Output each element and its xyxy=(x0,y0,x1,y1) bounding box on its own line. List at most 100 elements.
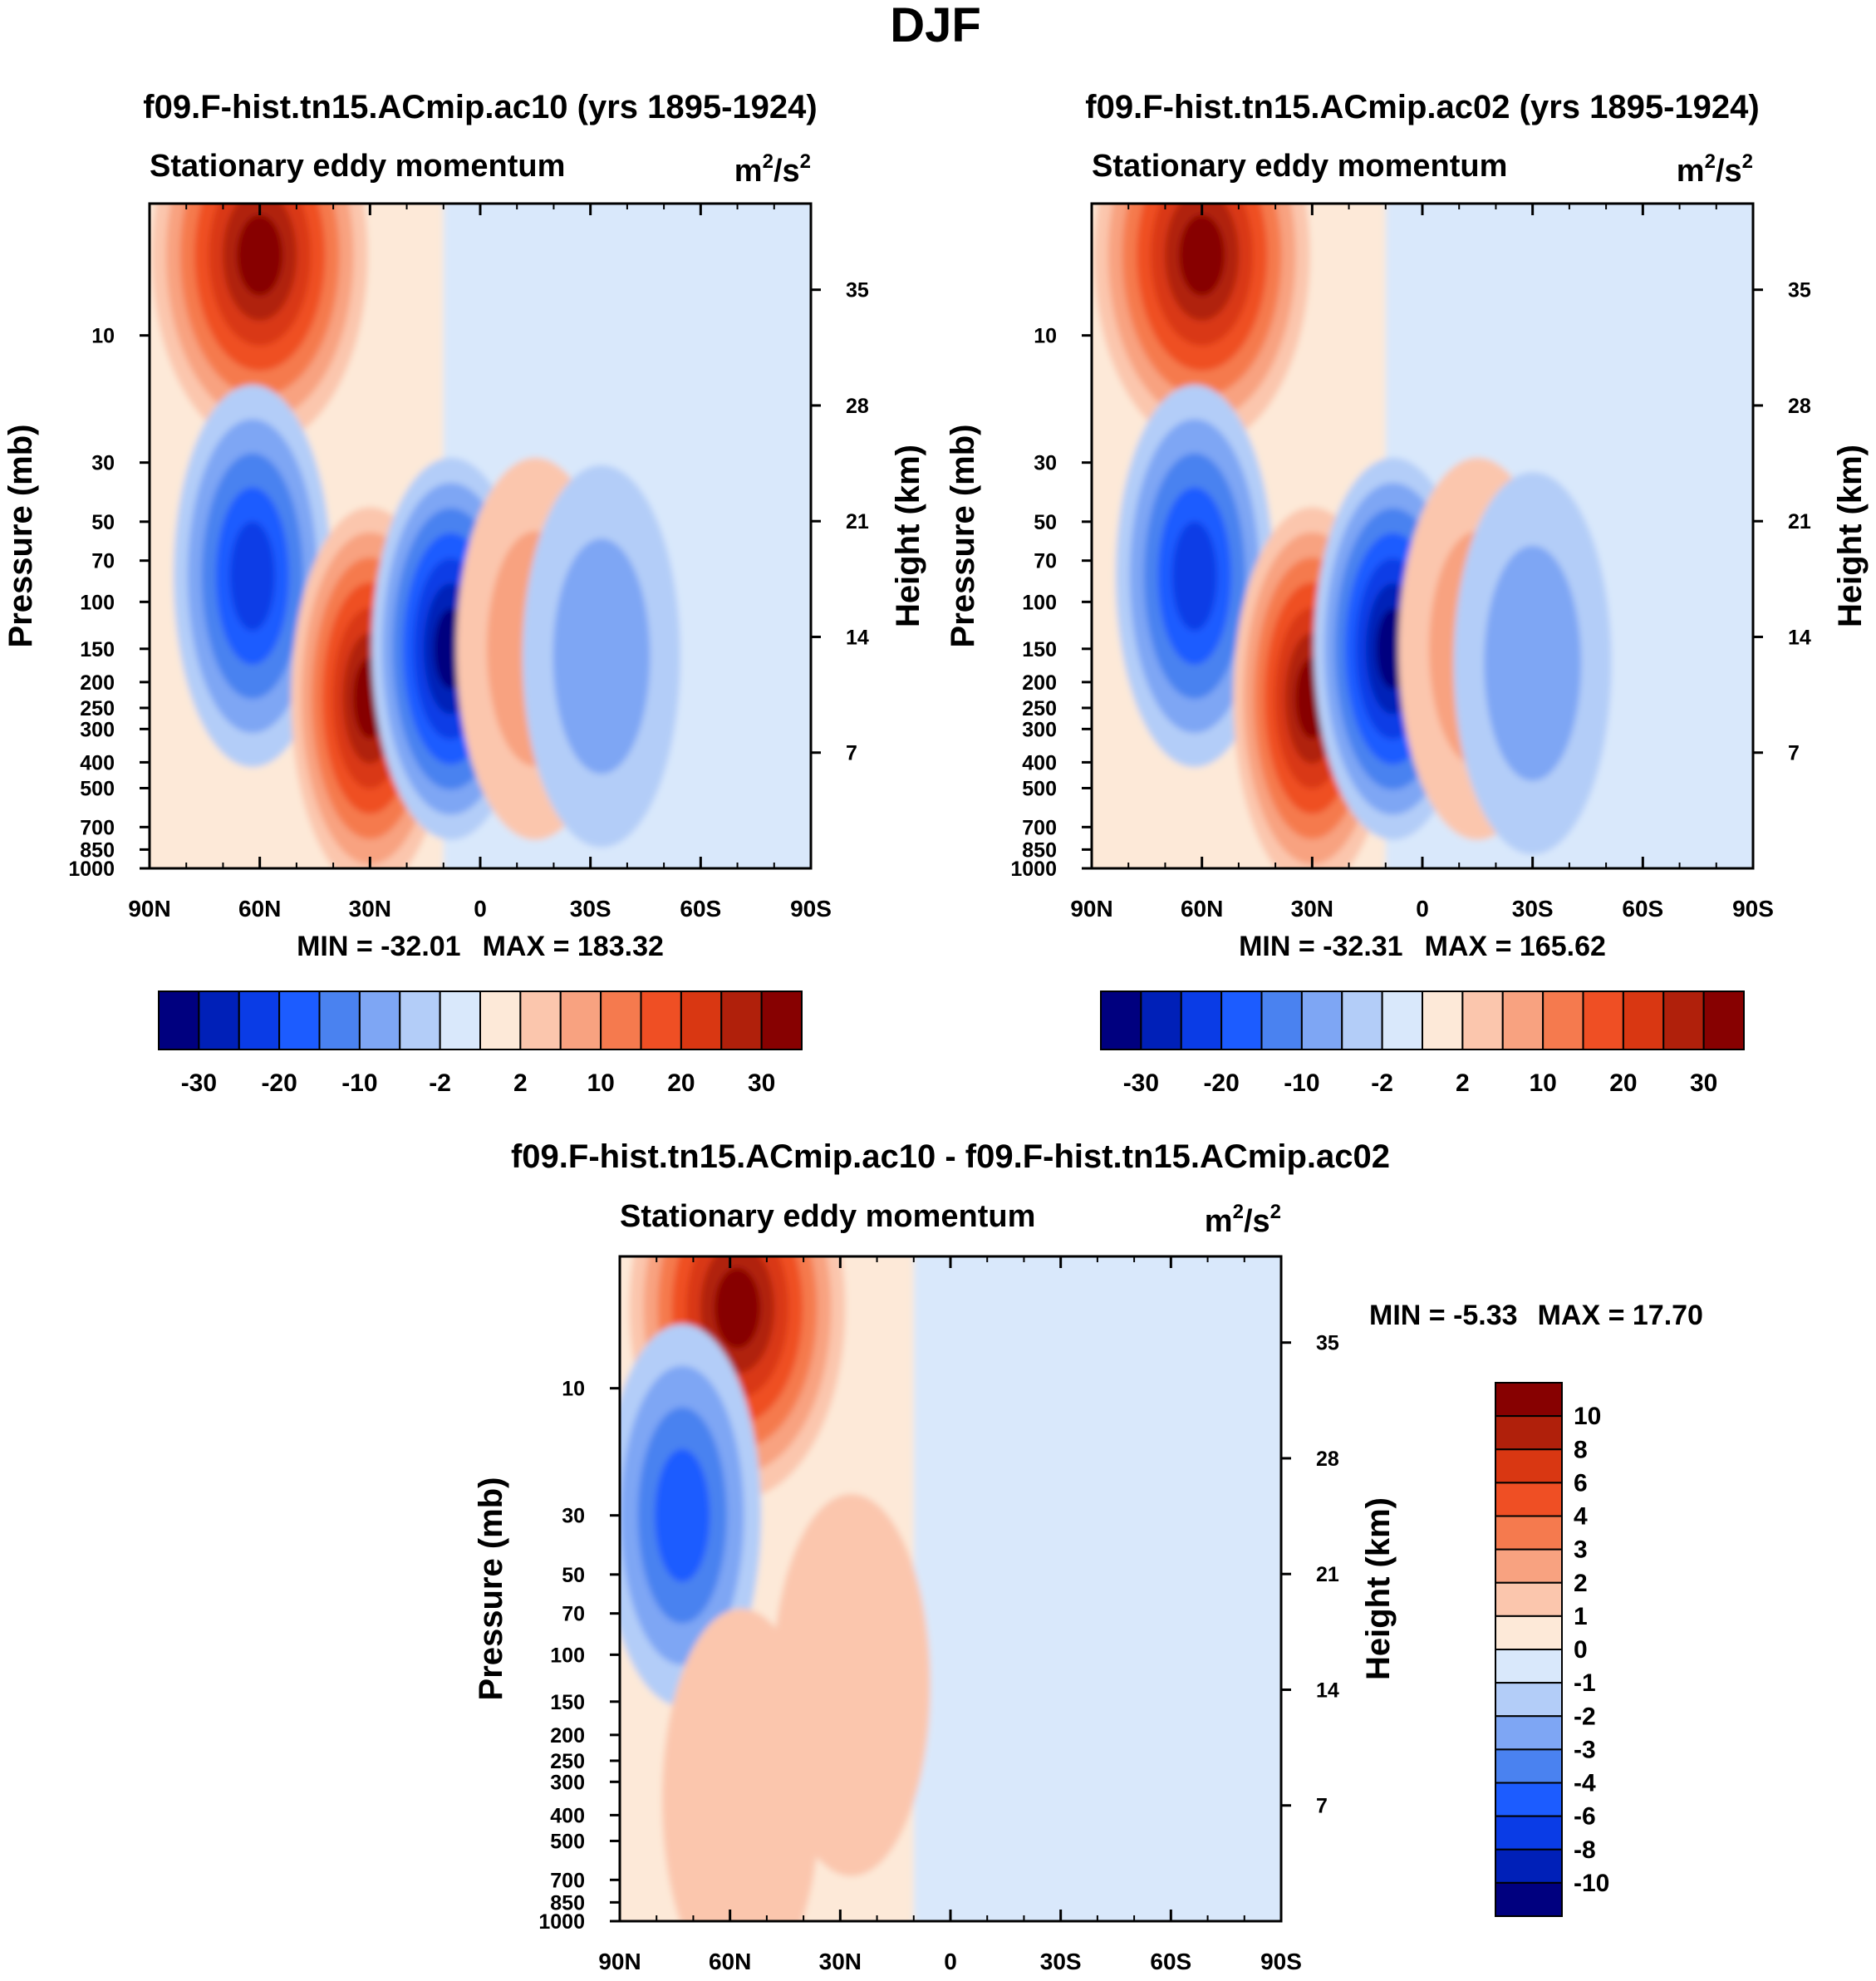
ytick-label: 500 xyxy=(80,777,115,800)
colorbar-box xyxy=(1300,990,1343,1050)
ytick-label: 100 xyxy=(1022,591,1057,614)
colorbar-box xyxy=(1622,990,1665,1050)
xtick-label: 30S xyxy=(570,896,611,922)
contour-field-difference xyxy=(620,1256,1281,1921)
colorbar-box xyxy=(1140,990,1182,1050)
ytick-label: 50 xyxy=(1034,511,1057,534)
colorbar-ac02: -30 -20 -10 -2 2 10 20 30 xyxy=(1100,990,1745,1097)
y2tick-label: 21 xyxy=(846,510,869,533)
colorbar-label: 20 xyxy=(1609,1069,1637,1097)
ytick-label: 850 xyxy=(1022,838,1057,862)
y2tick-label: 7 xyxy=(1788,742,1800,765)
colorbar-box xyxy=(1495,1848,1563,1884)
colorbar-label: -20 xyxy=(261,1069,297,1097)
colorbar-box xyxy=(198,990,240,1050)
panel-ac02-title: f09.F-hist.tn15.ACmip.ac02 (yrs 1895-192… xyxy=(1085,89,1759,125)
ytick-label: 400 xyxy=(80,751,115,774)
colorbar-box xyxy=(1341,990,1383,1050)
ytick-label: 70 xyxy=(91,550,115,573)
y2tick-label: 35 xyxy=(1788,279,1811,302)
contour-feature-0-level-6 xyxy=(237,214,283,296)
y2tick-label: 21 xyxy=(1788,510,1811,533)
colorbar-box xyxy=(1495,1415,1563,1451)
ytick-label: 300 xyxy=(80,718,115,741)
colorbar-ac10: -30 -20 -10 -2 2 10 20 30 xyxy=(158,990,803,1097)
ytick-label: 700 xyxy=(550,1869,585,1892)
colorbar-box xyxy=(1180,990,1223,1050)
colorbar-label: -10 xyxy=(341,1069,377,1097)
ylabel-ac10: Pressure (mb) xyxy=(2,425,39,648)
y2tick-label: 35 xyxy=(846,279,869,302)
contour-field-ac02 xyxy=(1092,204,1753,868)
xtick-label: 60S xyxy=(1622,896,1663,922)
ytick-label: 30 xyxy=(1034,452,1057,475)
colorbar-box xyxy=(1662,990,1705,1050)
colorbar-label: 30 xyxy=(748,1069,775,1097)
panel-ac10-subtitle: Stationary eddy momentum xyxy=(150,149,565,184)
y2tick-label: 14 xyxy=(846,626,869,649)
colorbar-box xyxy=(1461,990,1504,1050)
colorbar-box xyxy=(720,990,763,1050)
panel-ac10-title: f09.F-hist.tn15.ACmip.ac10 (yrs 1895-192… xyxy=(143,89,817,125)
colorbar-label: -30 xyxy=(1123,1069,1159,1097)
colorbar-box xyxy=(1260,990,1303,1050)
xtick-label: 60N xyxy=(238,896,281,922)
ytick-label: 10 xyxy=(562,1378,585,1401)
colorbar-box xyxy=(1495,1615,1563,1650)
colorbar-box xyxy=(1495,1649,1563,1684)
minmax-ac02: MIN = -32.31 MAX = 165.62 xyxy=(1239,931,1606,962)
panel-ac02-units: m2/s2 xyxy=(1677,150,1753,189)
colorbar-label: 6 xyxy=(1574,1469,1588,1497)
ylabel-ac02: Pressure (mb) xyxy=(945,425,981,648)
xtick-label: 0 xyxy=(1416,896,1429,922)
colorbar-box xyxy=(1422,990,1464,1050)
colorbar-label: -8 xyxy=(1574,1836,1596,1864)
colorbar-label: -20 xyxy=(1203,1069,1239,1097)
y2tick-label: 28 xyxy=(1788,395,1811,418)
colorbar-box xyxy=(1501,990,1545,1050)
colorbar-box xyxy=(439,990,481,1050)
ytick-label: 250 xyxy=(1022,697,1057,720)
panel-ac02: f09.F-hist.tn15.ACmip.ac02 (yrs 1895-192… xyxy=(945,89,1869,1097)
ytick-label: 10 xyxy=(91,325,115,348)
colorbar-label: 4 xyxy=(1574,1503,1588,1531)
minmax-ac10: MIN = -32.01 MAX = 183.32 xyxy=(297,931,664,962)
colorbar-label: -30 xyxy=(181,1069,217,1097)
ytick-label: 150 xyxy=(1022,638,1057,661)
xtick-label: 30N xyxy=(349,896,391,922)
colorbar-box xyxy=(1495,1815,1563,1851)
ylabel-difference: Pressure (mb) xyxy=(473,1477,509,1701)
y2label-ac10: Height (km) xyxy=(890,445,926,627)
colorbar-label: 30 xyxy=(1690,1069,1717,1097)
minmax-difference: MIN = -5.33 MAX = 17.70 xyxy=(1369,1300,1703,1331)
colorbar-label: 2 xyxy=(513,1069,528,1097)
colorbar-label: 20 xyxy=(667,1069,695,1097)
xtick-label: 60S xyxy=(680,896,721,922)
ytick-label: 100 xyxy=(550,1644,585,1667)
contour-feature-1-level-3 xyxy=(655,1448,710,1582)
figure-title: DJF xyxy=(890,0,981,52)
contour-feature-1-level-4 xyxy=(229,521,275,631)
y2tick-label: 35 xyxy=(1316,1332,1339,1355)
xtick-label: 60N xyxy=(709,1949,751,1974)
colorbar-box xyxy=(1495,1748,1563,1784)
panel-difference: f09.F-hist.tn15.ACmip.ac10 - f09.F-hist.… xyxy=(473,1138,1703,1974)
colorbar-label: -10 xyxy=(1284,1069,1319,1097)
contour-feature-0-level-6 xyxy=(1179,214,1225,296)
colorbar-box xyxy=(358,990,401,1050)
colorbar-box xyxy=(1100,990,1142,1050)
colorbar-label: 10 xyxy=(1574,1403,1601,1430)
contour-feature-5-level-1 xyxy=(1484,545,1582,781)
colorbar-box xyxy=(1495,1482,1563,1517)
panel-ac10: f09.F-hist.tn15.ACmip.ac10 (yrs 1895-192… xyxy=(2,89,926,1097)
ytick-label: 850 xyxy=(550,1891,585,1915)
y2tick-label: 28 xyxy=(1316,1448,1339,1471)
colorbar-box xyxy=(519,990,562,1050)
y2tick-label: 14 xyxy=(1316,1679,1339,1702)
xtick-label: 30S xyxy=(1040,1949,1082,1974)
colorbar-box xyxy=(238,990,281,1050)
xtick-label: 30N xyxy=(1291,896,1333,922)
colorbar-box xyxy=(1582,990,1624,1050)
colorbar-label: -2 xyxy=(1574,1703,1596,1730)
ytick-label: 700 xyxy=(80,816,115,839)
